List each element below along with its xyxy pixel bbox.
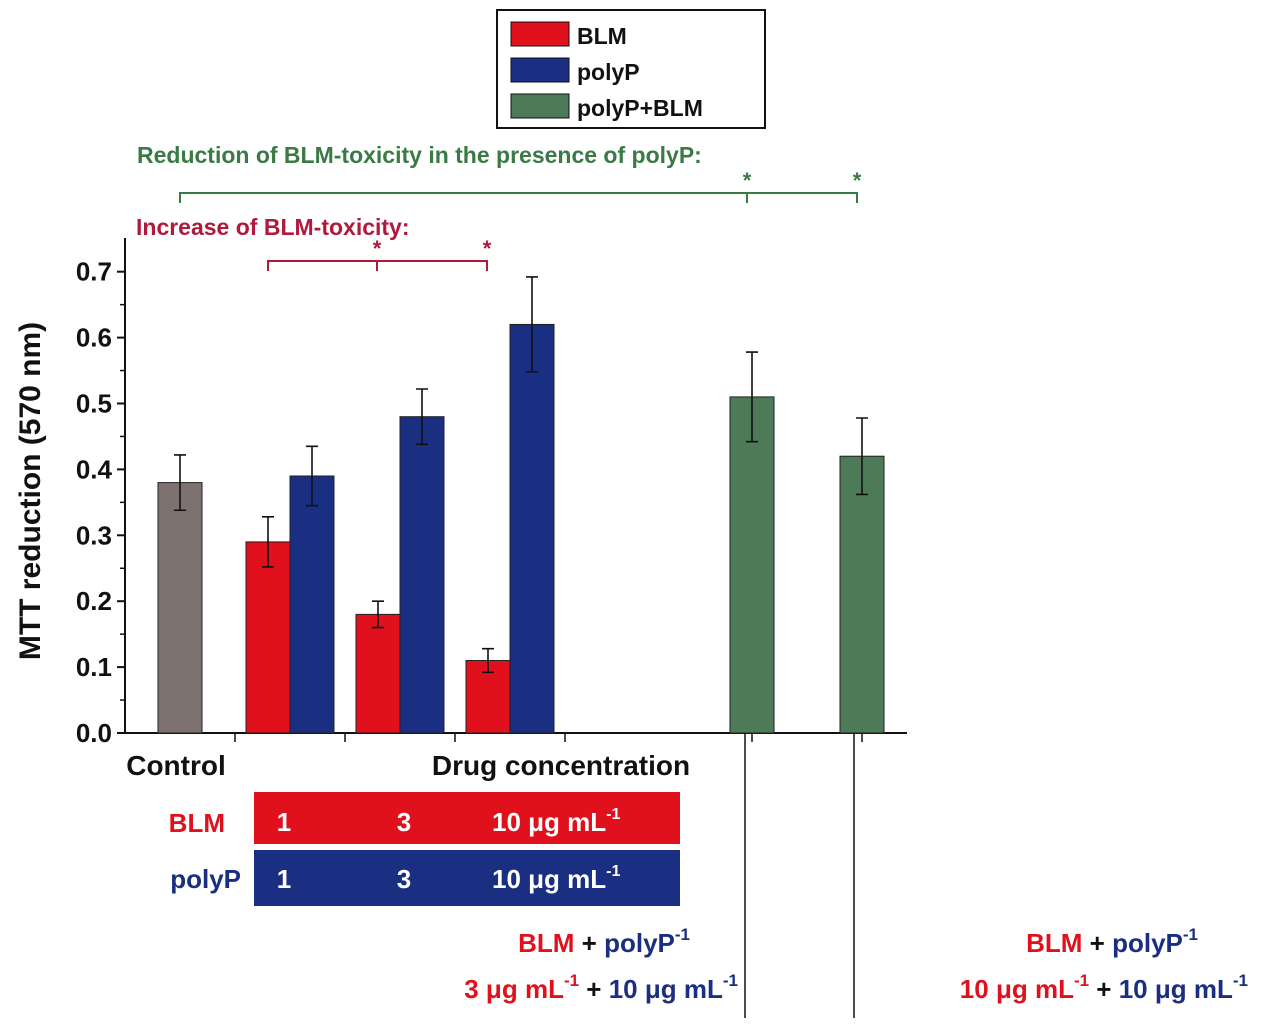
increase-text: Increase of BLM-toxicity: [136,214,410,240]
combo-2-blm: BLM [1026,928,1082,958]
combo-2-line-1: BLM + polyP-1 [1026,925,1198,958]
error-bar-0 [174,454,186,512]
error-bar-7 [746,351,758,443]
concentration-table: BLM 1 3 10 μg mL-1 polyP 1 3 10 μg mL-1 [169,792,680,906]
legend-swatch-combo [510,93,570,119]
combo-2-line-2: 10 μg mL-1 + 10 μg mL-1 [960,971,1248,1004]
x-label-control: Control [126,750,226,781]
bar-polyp-4 [399,416,445,734]
y-tick-label-3: 0.3 [76,520,112,550]
combo-1-polyp-conc: 10 μg mL [609,974,723,1004]
error-bar-1 [262,516,274,568]
bar-control-0 [157,482,203,734]
error-bars [174,276,868,674]
combo-2-polyp-conc-sup: -1 [1233,971,1248,990]
error-bar-6 [526,276,538,373]
combo-2-polyp: polyP [1112,928,1183,958]
combo-2-plus-2: + [1089,974,1119,1004]
blm-conc-1: 1 [277,807,291,837]
y-tick-label-5: 0.5 [76,389,112,419]
y-tick-label-6: 0.6 [76,323,112,353]
increase-annotation: Increase of BLM-toxicity: * * [136,214,492,271]
polyp-conc-10: 10 μg mL-1 [492,863,620,894]
combo-2-plus: + [1082,928,1112,958]
blm-conc-10: 10 μg mL-1 [492,806,620,837]
error-bar-8 [856,417,868,496]
combo-2-polyp-sup: -1 [1183,925,1198,944]
legend: BLM polyP polyP+BLM [496,9,766,129]
y-ticks: 0.0 0.1 0.2 0.3 0.4 0.5 0.6 0.7 [76,257,863,748]
polyp-conc-1: 1 [277,864,291,894]
combo-1-line-2: 3 μg mL-1 + 10 μg mL-1 [464,971,738,1004]
combo-1-plus-2: + [579,974,609,1004]
error-bar-4 [416,388,428,446]
bar-blm-3 [355,613,401,734]
y-tick-label-7: 0.7 [76,257,112,287]
combo-2-blm-conc: 10 μg mL [960,974,1074,1004]
legend-swatch-blm [510,21,570,47]
table-row-polyp [254,850,680,906]
error-bar-5 [482,647,494,674]
blm-conc-10-sup: -1 [606,806,620,823]
reduction-text: Reduction of BLM-toxicity in the presenc… [137,142,702,168]
combo-label-1: BLM + polyP-1 3 μg mL-1 + 10 μg mL-1 [464,925,738,1004]
blm-conc-10-value: 10 μg mL [492,807,606,837]
x-axis-title: Drug concentration [432,750,690,781]
combo-1-blm: BLM [518,928,574,958]
reduction-star-2: * [853,168,862,193]
polyp-conc-3: 3 [397,864,411,894]
table-row-blm [254,792,680,844]
increase-star-1: * [373,236,382,261]
combo-1-polyp-sup: -1 [675,925,690,944]
reduction-star-1: * [743,168,752,193]
bar-combo-7 [729,396,775,734]
combo-1-line-1: BLM + polyP-1 [518,925,690,958]
combo-label-2: BLM + polyP-1 10 μg mL-1 + 10 μg mL-1 [960,925,1248,1004]
bar-blm-1 [245,541,291,734]
combo-1-blm-sup: -1 [564,971,579,990]
combo-1-polyp: polyP [604,928,675,958]
y-tick-label-4: 0.4 [76,454,113,484]
y-tick-label-0: 0.0 [76,718,112,748]
polyp-conc-10-sup: -1 [606,863,620,880]
bar-polyp-6 [509,323,555,734]
combo-1-blm-conc: 3 μg mL [464,974,564,1004]
increase-star-2: * [483,236,492,261]
y-axis-label: MTT reduction (570 nm) [14,322,47,660]
combo-1-plus: + [574,928,604,958]
bars [157,323,885,734]
legend-swatch-polyp [510,57,570,83]
table-label-polyp: polyP [170,864,241,894]
bar-combo-8 [839,455,885,734]
combo-2-polyp-conc: 10 μg mL [1119,974,1233,1004]
reduction-annotation: Reduction of BLM-toxicity in the presenc… [137,142,862,203]
blm-conc-3: 3 [397,807,411,837]
reduction-bracket [179,192,858,203]
combo-2-blm-sup: -1 [1074,971,1089,990]
y-tick-label-1: 0.1 [76,652,112,682]
legend-label-combo: polyP+BLM [577,95,703,121]
bar-polyp-2 [289,475,335,734]
polyp-conc-10-value: 10 μg mL [492,864,606,894]
y-tick-label-2: 0.2 [76,586,112,616]
legend-label-blm: BLM [577,23,627,49]
error-bar-2 [306,445,318,507]
legend-label-polyp: polyP [577,59,640,85]
increase-bracket [267,260,488,271]
table-label-blm: BLM [169,808,225,838]
combo-1-polyp-conc-sup: -1 [723,971,738,990]
error-bar-3 [372,600,384,629]
